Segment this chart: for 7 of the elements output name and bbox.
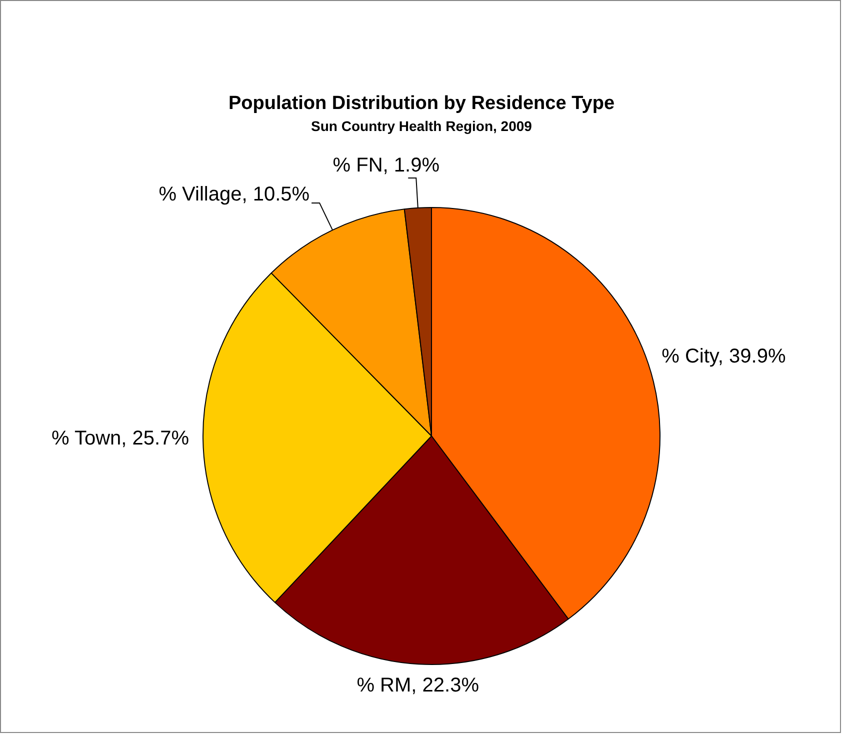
- slice-label: % RM, 22.3%: [356, 674, 480, 697]
- slice-label: % Town, 25.7%: [52, 427, 190, 450]
- slice-label: % FN, 1.9%: [332, 154, 440, 176]
- slice-label: % City, 39.9%: [662, 345, 786, 368]
- chart-title: Population Distribution by Residence Type: [227, 93, 616, 115]
- chart-subtitle: Sun Country Health Region, 2009: [310, 118, 533, 134]
- slice-label: % Village, 10.5%: [158, 184, 310, 206]
